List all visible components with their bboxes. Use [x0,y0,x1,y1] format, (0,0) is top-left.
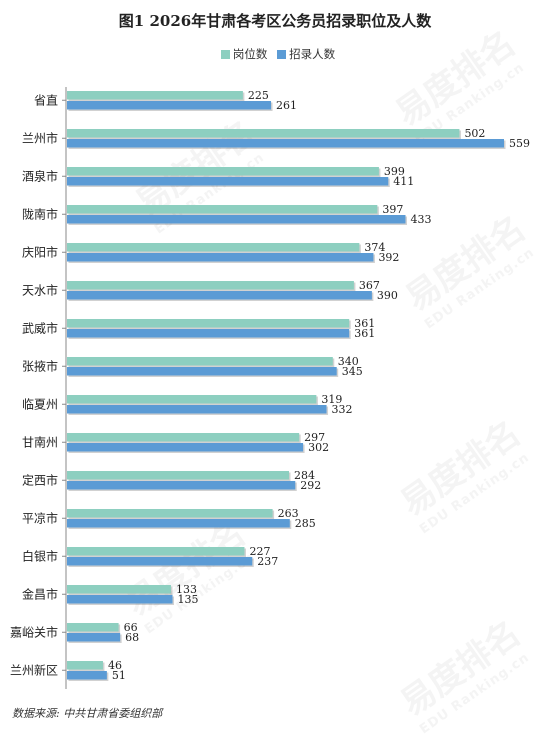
bar-value-label: 559 [509,137,530,150]
bar-positions [67,243,360,252]
bar-value-label: 133 [176,583,197,596]
bar-recruits [67,633,121,642]
bar-recruits [67,139,504,148]
bar-recruits [67,177,389,186]
legend-label-recruits: 招录人数 [289,47,336,61]
bar-value-label: 397 [382,203,403,216]
chart-title: 图1 2026年甘肃各考区公务员招录职位及人数 [118,12,432,30]
bar-recruits [67,367,337,376]
bar-recruits [67,443,304,452]
chart-legend: 岗位数 招录人数 [0,46,550,62]
bar-positions [67,661,103,670]
bar-value-label: 319 [321,393,342,406]
bar-positions [67,167,379,176]
category-label: 金昌市 [22,586,58,601]
bar-positions [67,91,243,100]
category-label: 武威市 [22,320,58,335]
category-label: 临夏州 [22,397,58,411]
bar-recruits [67,595,173,604]
bar-value-label: 345 [342,365,363,378]
bar-recruits [67,405,327,414]
bar-recruits [67,291,372,300]
bar-recruits [67,329,350,338]
data-source-note: 数据来源: 中共甘肃省委组织部 [12,707,163,720]
bar-value-label: 340 [338,355,359,368]
bar-value-label: 367 [359,279,380,292]
bar-positions [67,281,354,290]
category-label: 陇南市 [22,206,58,221]
category-label: 省直 [34,93,58,107]
bar-value-label: 225 [248,89,269,102]
bar-value-label: 284 [294,469,315,482]
bar-value-label: 411 [393,175,414,188]
bar-positions [67,433,300,442]
bar-recruits [67,101,272,110]
bar-value-label: 261 [276,99,297,112]
bar-value-label: 292 [300,479,321,492]
bar-recruits [67,557,253,566]
category-label: 兰州新区 [10,662,58,677]
bar-value-label: 237 [257,555,278,568]
bar-value-label: 263 [278,507,299,520]
bar-value-label: 361 [354,317,375,330]
bar-positions [67,395,317,404]
bar-value-label: 297 [304,431,325,444]
category-label: 兰州市 [22,130,58,145]
category-label: 天水市 [22,282,58,297]
bar-positions [67,547,245,556]
bar-positions [67,585,171,594]
legend-swatch-recruits [277,50,287,59]
bar-positions [67,471,290,480]
bar-recruits [67,519,290,528]
bar-value-label: 374 [364,241,385,254]
bar-value-label: 51 [112,669,126,682]
bar-positions [67,357,333,366]
bar-value-label: 332 [332,403,353,416]
bar-positions [67,129,460,138]
bar-value-label: 302 [308,441,329,454]
bar-positions [67,319,350,328]
bar-value-label: 227 [249,545,270,558]
category-label: 白银市 [22,548,58,563]
bar-value-label: 392 [378,251,399,264]
bar-value-label: 390 [377,289,398,302]
bar-value-label: 66 [124,621,138,634]
bar-value-label: 361 [354,327,375,340]
category-label: 平凉市 [22,510,58,525]
bar-value-label: 285 [295,517,316,530]
bar-value-label: 135 [178,593,199,606]
bar-value-label: 433 [410,213,431,226]
category-label: 庆阳市 [22,244,58,259]
bar-recruits [67,215,406,224]
bar-value-label: 68 [125,631,139,644]
bar-positions [67,623,119,632]
bar-value-label: 46 [108,659,122,672]
category-label: 酒泉市 [22,168,58,183]
category-label: 定西市 [22,472,58,487]
bar-value-label: 399 [384,165,405,178]
legend-swatch-positions [220,50,230,59]
bar-recruits [67,253,374,262]
bar-value-label: 502 [464,127,485,140]
category-label: 嘉峪关市 [10,624,58,639]
bar-recruits [67,481,296,490]
bar-positions [67,509,273,518]
category-label: 甘南州 [22,434,58,449]
category-label: 张掖市 [22,358,58,373]
bar-positions [67,205,378,214]
legend-label-positions: 岗位数 [232,47,268,61]
bar-recruits [67,671,107,680]
